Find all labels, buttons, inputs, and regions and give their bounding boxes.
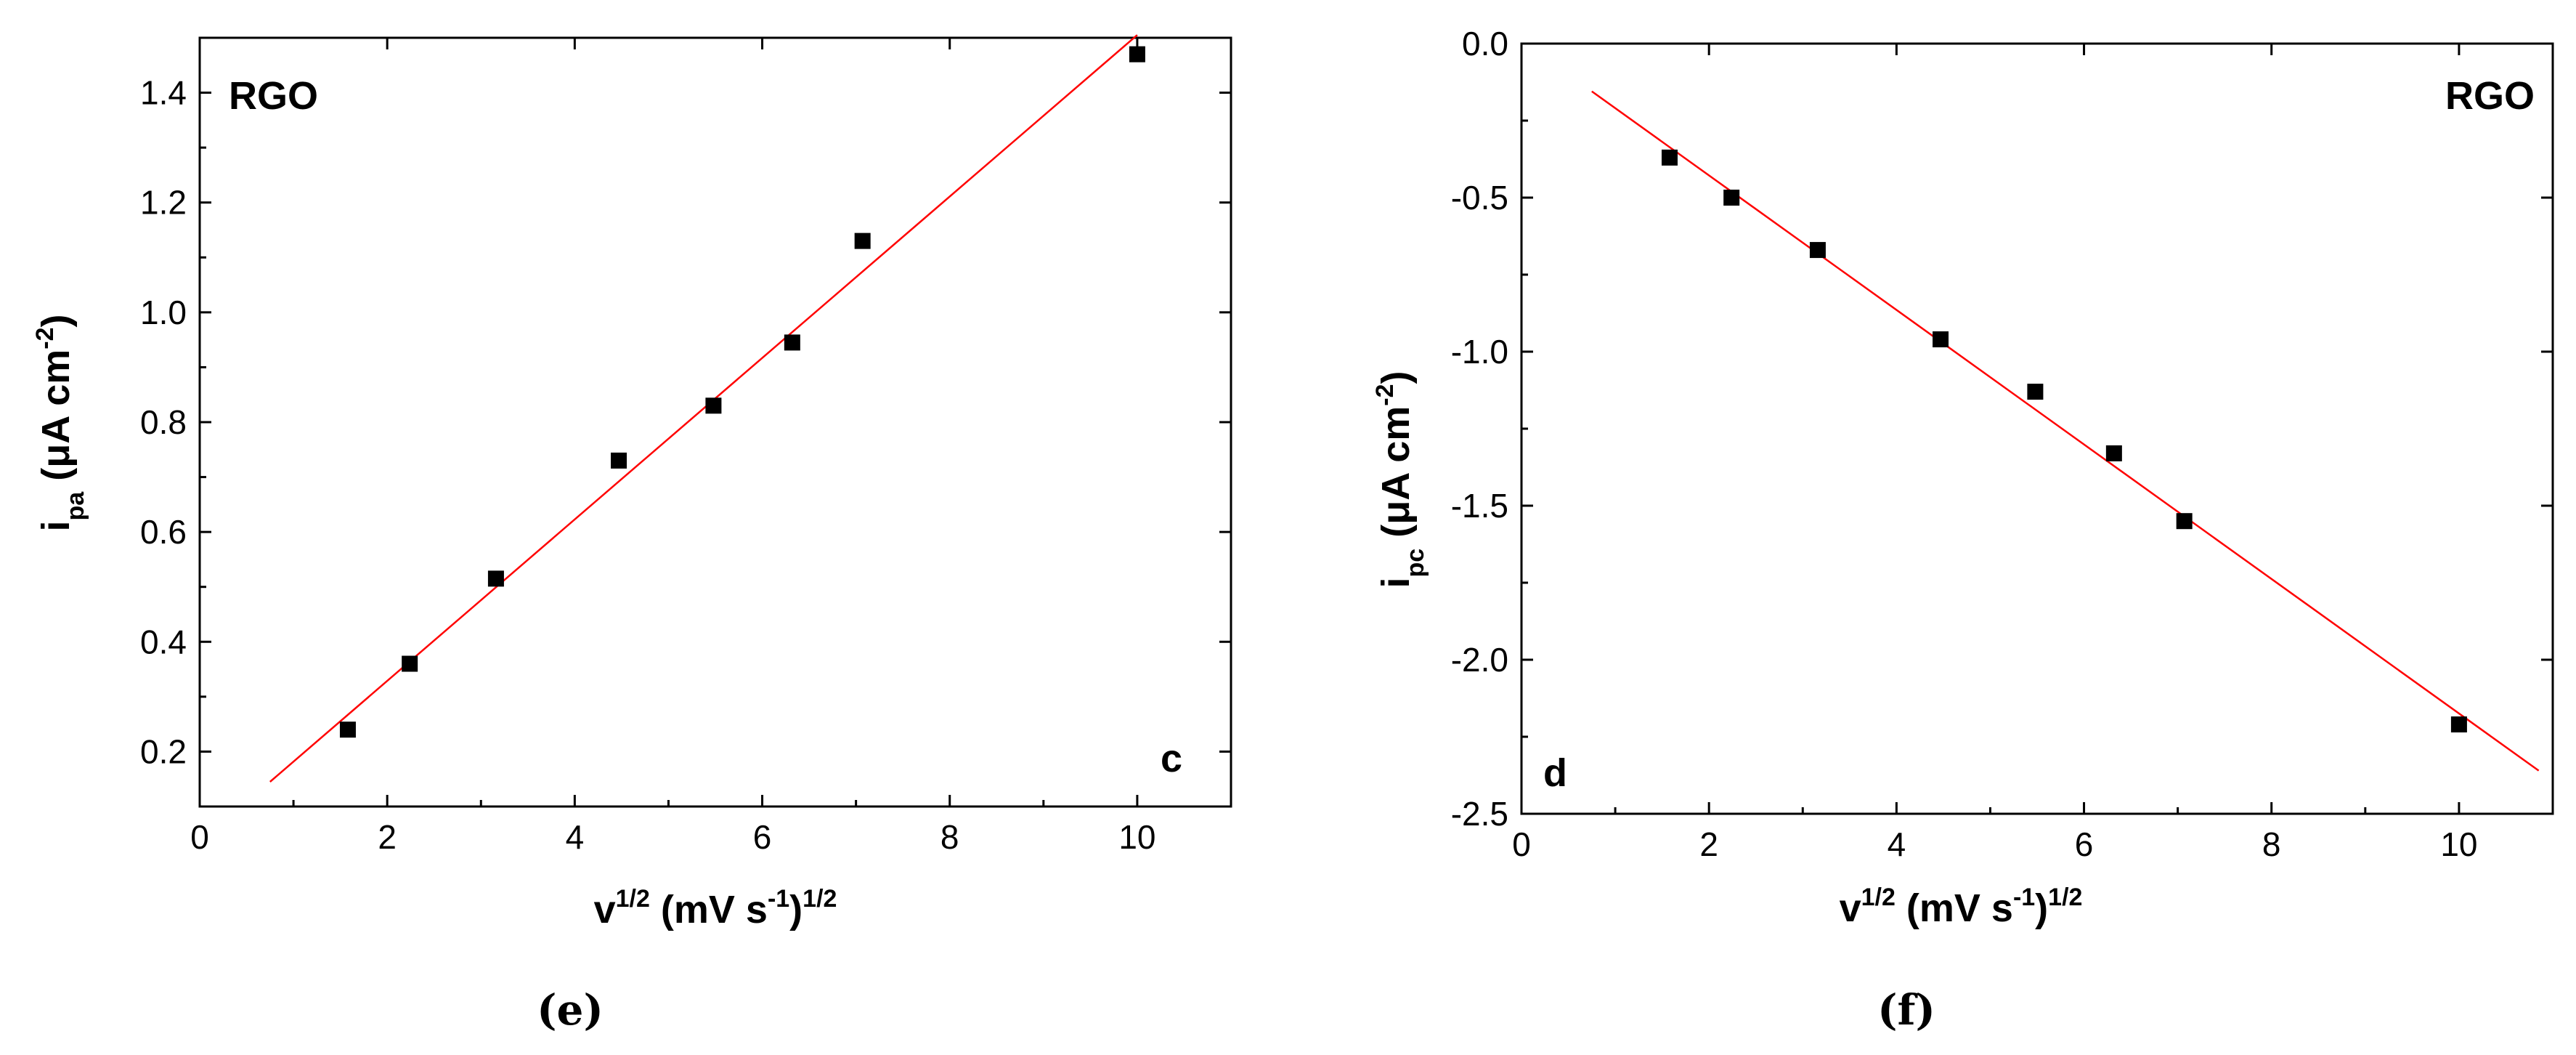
x-tick-label: 10 (1118, 818, 1155, 856)
x-axis-title: v1/2 (mV s-1)1/2 (1840, 884, 2083, 930)
y-tick-label: 1.4 (140, 74, 187, 112)
chart-panel-e: 0.2 0.4 0.6 0.8 1.0 1.2 1.4 0 2 4 6 8 10 RGO c v1/2… (31, 34, 1232, 1035)
corner-letter: d (1543, 751, 1567, 795)
x-ticks: 0 2 4 6 8 10 (1512, 44, 2477, 863)
y-tick-label: 0.2 (140, 732, 187, 770)
data-point (339, 721, 356, 738)
data-point (2450, 716, 2467, 733)
x-ticks: 0 2 4 6 8 10 (190, 38, 1155, 856)
data-point (611, 452, 627, 469)
y-tick-label: 0.8 (140, 403, 187, 441)
x-tick-label: 10 (2440, 825, 2477, 863)
data-point (784, 334, 800, 351)
data-points (339, 46, 1145, 738)
data-point (402, 655, 418, 672)
data-point (2105, 445, 2122, 461)
y-tick-label: 0.6 (140, 513, 187, 551)
y-tick-label: -2.0 (1451, 641, 1508, 679)
x-tick-label: 4 (1888, 825, 1906, 863)
panel-label: (f) (1877, 985, 1935, 1035)
y-tick-label: 0.0 (1462, 25, 1508, 62)
plot-frame (198, 36, 1232, 808)
y-ticks: 0.0 -0.5 -1.0 -1.5 -2.0 -2.5 (1451, 25, 2553, 833)
material-label: RGO (2445, 74, 2535, 118)
data-point (2176, 513, 2193, 530)
data-point (1661, 149, 1678, 166)
data-point (854, 233, 871, 249)
chart-panel-f: 0.0 -0.5 -1.0 -1.5 -2.0 -2.5 0 2 4 6 8 10 RGO d v1… (1371, 25, 2554, 1035)
y-ticks: 0.2 0.4 0.6 0.8 1.0 1.2 1.4 (140, 74, 1231, 770)
x-tick-label: 4 (566, 818, 585, 856)
x-tick-label: 0 (1512, 825, 1531, 863)
data-point (2027, 384, 2044, 400)
data-point (1933, 331, 1949, 348)
panel-label: (e) (537, 985, 604, 1035)
y-axis-title: ipa (μA cm-2) (31, 315, 89, 532)
y-tick-label: -2.5 (1451, 795, 1508, 833)
x-tick-label: 0 (190, 818, 209, 856)
x-tick-label: 2 (1699, 825, 1718, 863)
y-tick-label: -0.5 (1451, 179, 1508, 217)
y-tick-label: -1.0 (1451, 333, 1508, 371)
x-tick-label: 6 (753, 818, 772, 856)
material-label: RGO (229, 74, 318, 118)
x-tick-label: 8 (2262, 825, 2281, 863)
fit-line (1591, 90, 2540, 772)
data-point (1809, 242, 1826, 259)
data-point (1129, 46, 1145, 62)
y-tick-label: -1.5 (1451, 487, 1508, 525)
fit-line (269, 34, 1138, 783)
corner-letter: c (1161, 737, 1182, 780)
y-axis-title: ipc (μA cm-2) (1371, 371, 1429, 589)
data-point (487, 570, 504, 587)
y-tick-label: 0.4 (140, 623, 187, 660)
x-axis-title: v1/2 (mV s-1)1/2 (594, 885, 837, 931)
data-point (1723, 190, 1740, 206)
y-tick-label: 1.0 (140, 294, 187, 331)
data-point (705, 397, 722, 414)
x-tick-label: 6 (2075, 825, 2094, 863)
y-tick-label: 1.2 (140, 184, 187, 222)
data-points (1661, 149, 2467, 733)
x-tick-label: 2 (378, 818, 397, 856)
x-tick-label: 8 (940, 818, 959, 856)
